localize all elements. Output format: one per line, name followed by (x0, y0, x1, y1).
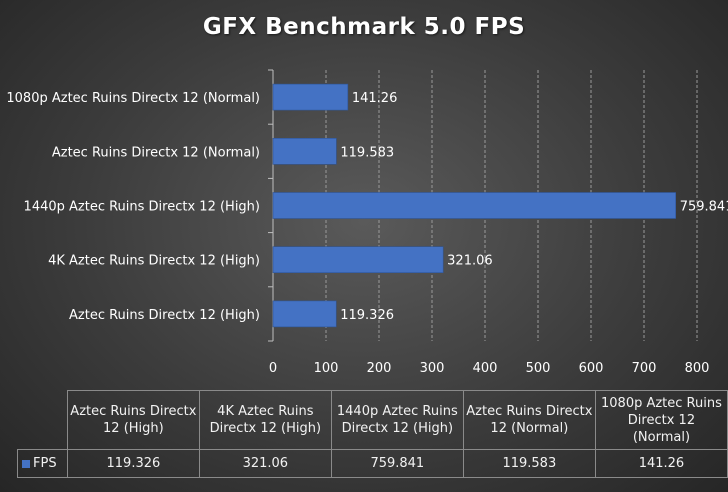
bars (272, 83, 677, 328)
data-labels: 119.326 321.06 759.841 119.583 141.26 (340, 91, 728, 323)
category-label-0: Aztec Ruins Directx 12 (High) (69, 308, 260, 323)
data-table-value-cell: 119.583 (462, 449, 596, 478)
bar-3 (272, 138, 337, 165)
data-table-header-cell: Aztec Ruins Directx 12 (Normal) (462, 390, 596, 450)
bar-2 (272, 192, 677, 219)
category-labels: Aztec Ruins Directx 12 (High) 4K Aztec Ru… (6, 91, 260, 323)
x-tick-label-700: 700 (632, 361, 657, 376)
data-table-header-cell: 1440p Aztec Ruins Directx 12 (High) (330, 390, 464, 450)
data-table-header-cell: 4K Aztec Ruins Directx 12 (High) (198, 390, 332, 450)
data-table-value-row: FPS 119.326 321.06 759.841 119.583 141.26 (17, 449, 728, 478)
x-tick-label-100: 100 (314, 361, 339, 376)
data-table-header-cell: Aztec Ruins Directx 12 (High) (66, 390, 200, 450)
x-tick-label-300: 300 (420, 361, 445, 376)
data-table-header-cell: 1080p Aztec Ruins Directx 12 (Normal) (594, 390, 728, 450)
bar-4 (272, 83, 349, 111)
data-table-value-cell: 141.26 (594, 449, 728, 478)
category-label-2: 1440p Aztec Ruins Directx 12 (High) (24, 200, 260, 215)
x-tick-label-500: 500 (526, 361, 551, 376)
x-tick-label-400: 400 (473, 361, 498, 376)
data-table-value-cell: 119.326 (66, 449, 200, 478)
category-label-4: 1080p Aztec Ruins Directx 12 (Normal) (6, 91, 260, 106)
x-tick-label-800: 800 (685, 361, 710, 376)
bar-1 (272, 246, 444, 273)
data-label-1: 321.06 (447, 254, 493, 269)
data-table-series-cell: FPS (17, 449, 68, 478)
category-label-1: 4K Aztec Ruins Directx 12 (High) (48, 254, 260, 269)
data-table-corner (17, 390, 68, 450)
bar-0 (272, 300, 337, 328)
data-label-0: 119.326 (340, 308, 394, 323)
data-table: Aztec Ruins Directx 12 (High) 4K Aztec Ru… (17, 390, 728, 478)
bar-chart-plot: 119.326 321.06 759.841 119.583 141.26 Aztec … (6, 69, 728, 376)
data-label-4: 141.26 (352, 91, 398, 106)
data-label-3: 119.583 (340, 145, 394, 160)
data-table-value-cell: 321.06 (198, 449, 332, 478)
series-name: FPS (33, 456, 57, 471)
category-label-3: Aztec Ruins Directx 12 (Normal) (52, 145, 260, 160)
data-label-2: 759.841 (680, 200, 728, 215)
chart-title: GFX Benchmark 5.0 FPS (202, 14, 526, 40)
data-table-header-row: Aztec Ruins Directx 12 (High) 4K Aztec Ru… (17, 390, 728, 450)
data-table-value-cell: 759.841 (330, 449, 464, 478)
x-tick-label-600: 600 (579, 361, 604, 376)
x-tick-label-0: 0 (269, 361, 277, 376)
legend-key-fps (22, 459, 30, 468)
x-tick-labels: 0 100 200 300 400 500 600 700 800 (269, 361, 710, 376)
x-tick-label-200: 200 (367, 361, 392, 376)
